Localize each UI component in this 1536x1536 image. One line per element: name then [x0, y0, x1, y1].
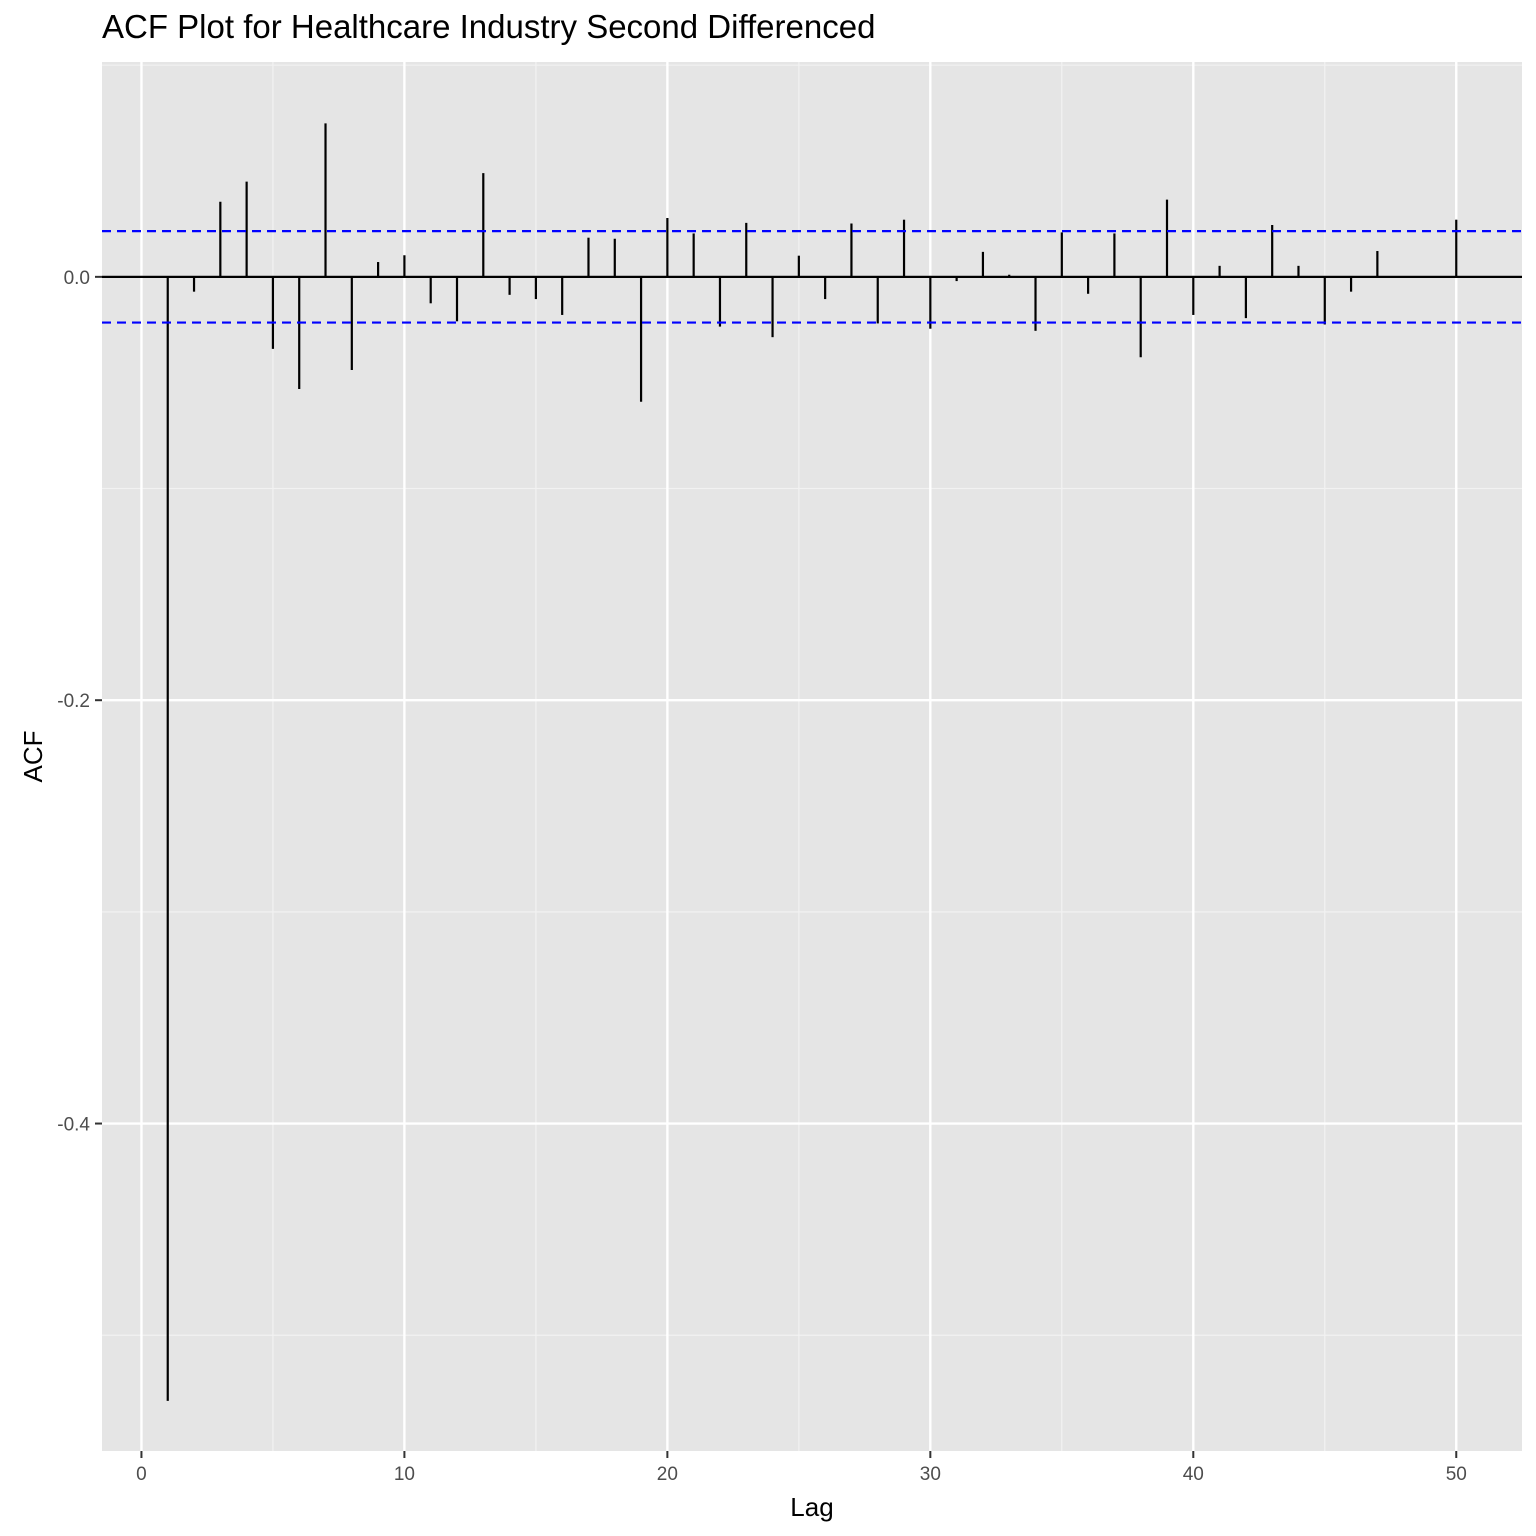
x-tick-label: 20 — [657, 1464, 678, 1485]
confidence-bounds — [102, 230, 1522, 324]
y-tick-label: 0.0 — [64, 268, 90, 289]
x-tick-label: 10 — [394, 1464, 415, 1485]
chart-title: ACF Plot for Healthcare Industry Second … — [102, 8, 876, 45]
y-tick-label: -0.2 — [57, 691, 90, 712]
x-tick-label: 0 — [136, 1464, 147, 1485]
x-tick-label: 50 — [1446, 1464, 1467, 1485]
x-axis-title: Lag — [790, 1492, 833, 1522]
x-tick-label: 30 — [920, 1464, 941, 1485]
y-tick-label: -0.4 — [57, 1115, 90, 1136]
acf-bars — [166, 123, 1458, 1401]
y-axis-title: ACF — [18, 731, 48, 783]
y-axis: 0.0 -0.2 -0.4 — [57, 268, 102, 1136]
x-tick-label: 40 — [1183, 1464, 1204, 1485]
plot-panel — [102, 62, 1522, 1451]
x-axis: 0 10 20 30 40 50 — [136, 1451, 1467, 1485]
